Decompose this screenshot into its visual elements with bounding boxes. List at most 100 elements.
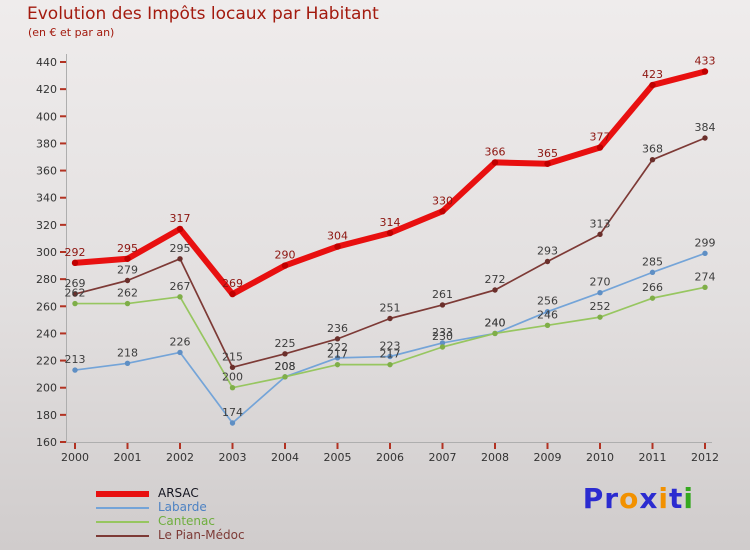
legend-item-cantenac: Cantenac bbox=[96, 515, 245, 528]
value-label-cantenac: 208 bbox=[275, 360, 296, 373]
value-label-labarde: 222 bbox=[327, 341, 348, 354]
y-tick-label: 220 bbox=[36, 355, 57, 368]
value-label-labarde: 240 bbox=[485, 316, 506, 329]
value-label-arsac: 314 bbox=[380, 216, 401, 229]
proxiti-logo[interactable]: Proxiti bbox=[583, 482, 694, 515]
logo-letter: i bbox=[658, 482, 669, 515]
value-label-labarde: 285 bbox=[642, 255, 663, 268]
x-tick-label: 2005 bbox=[324, 451, 352, 464]
data-point-le-pian-m-doc bbox=[702, 135, 708, 141]
x-tick-label: 2000 bbox=[61, 451, 89, 464]
legend-item-le-pian-m-doc: Le Pian-Médoc bbox=[96, 529, 245, 542]
legend: ARSAC Labarde Cantenac Le Pian-Médoc bbox=[96, 487, 245, 543]
y-tick-label: 160 bbox=[36, 436, 57, 449]
data-point-le-pian-m-doc bbox=[72, 291, 78, 297]
value-label-cantenac: 240 bbox=[485, 316, 506, 329]
logo-letter: o bbox=[619, 482, 640, 515]
data-point-cantenac bbox=[72, 300, 78, 307]
value-label-labarde: 299 bbox=[695, 236, 716, 249]
value-label-arsac: 269 bbox=[222, 277, 243, 290]
data-point-le-pian-m-doc bbox=[439, 302, 446, 308]
value-label-arsac: 317 bbox=[170, 212, 191, 225]
data-point-arsac bbox=[334, 243, 341, 250]
value-label-labarde: 223 bbox=[380, 340, 401, 353]
data-point-le-pian-m-doc bbox=[544, 258, 551, 265]
value-label-le-pian-m-doc: 269 bbox=[65, 277, 86, 290]
data-point-cantenac bbox=[439, 344, 446, 350]
x-tick-label: 2004 bbox=[271, 451, 299, 464]
logo-letter: r bbox=[604, 482, 620, 515]
value-label-le-pian-m-doc: 261 bbox=[432, 288, 453, 301]
data-point-arsac bbox=[439, 208, 446, 215]
value-label-cantenac: 267 bbox=[170, 280, 191, 293]
legend-item-labarde: Labarde bbox=[96, 501, 245, 514]
data-point-cantenac bbox=[334, 361, 341, 368]
value-label-labarde: 256 bbox=[537, 295, 558, 308]
chart-subtitle: (en € et par an) bbox=[28, 26, 115, 39]
value-label-cantenac: 262 bbox=[117, 287, 138, 300]
data-point-cantenac bbox=[282, 374, 288, 380]
value-label-cantenac: 217 bbox=[380, 348, 401, 361]
data-point-labarde bbox=[439, 340, 446, 346]
y-tick-label: 360 bbox=[36, 165, 57, 178]
value-label-cantenac: 274 bbox=[695, 270, 716, 283]
data-point-arsac bbox=[281, 262, 289, 269]
data-point-arsac bbox=[649, 81, 656, 89]
data-point-le-pian-m-doc bbox=[124, 277, 131, 284]
logo-letter: x bbox=[639, 482, 659, 515]
logo-letter: P bbox=[582, 482, 605, 515]
data-point-labarde bbox=[387, 353, 393, 360]
data-point-arsac bbox=[386, 229, 394, 237]
chart-title: Evolution des Impôts locaux par Habitant bbox=[27, 4, 379, 24]
data-point-cantenac bbox=[649, 295, 656, 301]
value-label-le-pian-m-doc: 272 bbox=[485, 273, 506, 286]
data-point-arsac bbox=[176, 225, 184, 233]
legend-swatch-arsac bbox=[96, 490, 149, 497]
data-point-cantenac bbox=[177, 294, 183, 300]
legend-label-le-pian-m-doc: Le Pian-Médoc bbox=[158, 528, 245, 542]
value-label-labarde: 226 bbox=[170, 335, 191, 348]
value-label-le-pian-m-doc: 313 bbox=[590, 217, 611, 230]
x-tick-label: 2001 bbox=[114, 451, 142, 464]
value-label-arsac: 304 bbox=[327, 230, 348, 243]
value-label-labarde: 208 bbox=[275, 360, 296, 373]
data-point-arsac bbox=[596, 144, 604, 151]
logo-letter: i bbox=[683, 482, 694, 515]
data-point-labarde bbox=[177, 349, 183, 356]
x-tick-label: 2011 bbox=[639, 451, 667, 464]
data-point-labarde bbox=[544, 309, 551, 315]
x-tick-label: 2008 bbox=[481, 451, 509, 464]
data-point-cantenac bbox=[702, 284, 708, 290]
x-tick-label: 2012 bbox=[691, 451, 719, 464]
data-point-cantenac bbox=[124, 300, 131, 307]
data-point-le-pian-m-doc bbox=[177, 256, 183, 262]
value-label-le-pian-m-doc: 368 bbox=[642, 143, 663, 156]
value-label-labarde: 174 bbox=[222, 406, 243, 419]
y-tick-label: 300 bbox=[36, 246, 57, 259]
data-point-cantenac bbox=[597, 314, 603, 320]
data-point-arsac bbox=[229, 290, 236, 298]
value-label-le-pian-m-doc: 225 bbox=[275, 337, 296, 350]
data-point-le-pian-m-doc bbox=[597, 231, 603, 238]
value-label-cantenac: 217 bbox=[327, 348, 348, 361]
value-label-cantenac: 266 bbox=[642, 281, 663, 294]
y-tick-label: 400 bbox=[36, 110, 57, 123]
value-label-labarde: 233 bbox=[432, 326, 453, 339]
x-tick-label: 2007 bbox=[429, 451, 457, 464]
value-label-arsac: 290 bbox=[275, 249, 296, 262]
data-point-arsac bbox=[71, 259, 79, 267]
value-label-cantenac: 246 bbox=[537, 308, 558, 321]
data-point-arsac bbox=[701, 68, 709, 75]
value-label-arsac: 295 bbox=[117, 242, 138, 255]
legend-swatch-cantenac bbox=[96, 520, 149, 523]
value-label-le-pian-m-doc: 251 bbox=[380, 302, 401, 315]
data-point-cantenac bbox=[492, 330, 498, 337]
chart-canvas: 160 180 200 220 240 260 280 300 320 340 360 380 400 4… bbox=[36, 54, 719, 464]
data-point-cantenac bbox=[387, 361, 393, 368]
x-tick-label: 2002 bbox=[166, 451, 194, 464]
value-label-le-pian-m-doc: 384 bbox=[695, 121, 716, 134]
data-point-labarde bbox=[72, 367, 78, 373]
data-point-le-pian-m-doc bbox=[282, 351, 288, 357]
data-point-labarde bbox=[597, 290, 603, 296]
